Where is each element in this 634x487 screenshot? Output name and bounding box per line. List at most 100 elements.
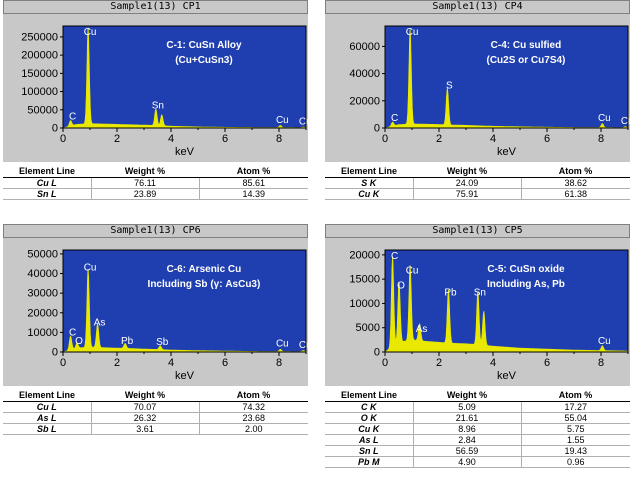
plot-frame [62, 249, 307, 353]
y-tick-label: 0 [374, 347, 380, 359]
x-tick-label: 4 [490, 133, 496, 145]
weight-cell: 56.59 [412, 445, 521, 457]
element-cell: As L [3, 412, 91, 424]
table-row: Cu L 70.07 74.32 [3, 401, 308, 413]
table-row: Sb L 3.61 2.00 [3, 423, 308, 435]
annotation-line: Including Sb (γ: AsCu3) [148, 279, 261, 290]
weight-cell: 75.91 [412, 188, 521, 200]
x-tick-label: 4 [168, 133, 174, 145]
y-tick-label: 20000 [349, 249, 380, 261]
element-cell: Sn L [3, 188, 91, 200]
x-tick-label: 6 [544, 357, 550, 369]
atom-cell: 85.61 [198, 177, 308, 189]
peak-label: Sb [156, 337, 169, 348]
table-row: Cu K 75.91 61.38 [325, 188, 630, 200]
plot-frame [62, 25, 307, 129]
y-tick-label: 20000 [349, 95, 380, 107]
atom-cell: 0.96 [520, 456, 630, 468]
col-header-weight: Weight % [91, 388, 199, 402]
spectrum-svg: 0 50000 100000 150000 200000 250000 0 2 4 6 8 keV C C… [21, 25, 308, 158]
y-tick-label: 100000 [21, 86, 58, 98]
atom-cell: 23.68 [198, 412, 308, 424]
col-header-element: Element Line [325, 164, 413, 178]
x-tick-label: 0 [382, 133, 388, 145]
x-axis-label: keV [175, 370, 195, 382]
atom-cell: 19.43 [520, 445, 630, 457]
peak-label: Cu [299, 116, 308, 127]
x-axis-label: keV [175, 146, 195, 158]
element-cell: Sn L [325, 445, 413, 457]
panel-title: Sample1(13) CP6 [3, 224, 308, 238]
element-table: Element Line Weight % Atom % Cu L 70.07 … [3, 388, 308, 435]
x-tick-label: 2 [436, 133, 442, 145]
x-tick-label: 0 [60, 133, 66, 145]
peak-label: S [446, 80, 453, 91]
atom-cell: 61.38 [520, 188, 630, 200]
peak-label: Cu [598, 113, 611, 124]
element-cell: Cu L [3, 401, 91, 413]
x-tick-label: 0 [60, 357, 66, 369]
y-tick-label: 15000 [349, 274, 380, 286]
peak-label: Cu [598, 336, 611, 347]
element-cell: C K [325, 401, 413, 413]
x-tick-label: 4 [168, 357, 174, 369]
annotation-line: C-1: CuSn Alloy [166, 40, 242, 51]
element-cell: Cu K [325, 188, 413, 200]
peak-label: Cu [406, 27, 419, 38]
annotation-line: Including As, Pb [487, 279, 565, 290]
x-axis-label: keV [497, 146, 517, 158]
spectrum-chart: 0 10000 20000 30000 40000 50000 0 2 4 6 8 keV C O Cu As… [3, 238, 308, 386]
table-row: S K 24.09 38.62 [325, 177, 630, 189]
peak-label: Cu [276, 115, 289, 126]
peak-label: O [75, 336, 83, 347]
x-tick-label: 6 [544, 133, 550, 145]
x-tick-label: 0 [382, 357, 388, 369]
element-cell: O K [325, 412, 413, 424]
atom-cell: 2.00 [198, 423, 308, 435]
y-tick-label: 40000 [27, 268, 58, 280]
atom-cell: 17.27 [520, 401, 630, 413]
atom-cell: 55.04 [520, 412, 630, 424]
y-tick-label: 0 [52, 347, 58, 359]
panel-title: Sample1(13) CP5 [325, 224, 630, 238]
x-tick-label: 6 [222, 357, 228, 369]
peak-label: As [94, 317, 106, 328]
col-header-weight: Weight % [413, 388, 521, 402]
y-tick-label: 250000 [21, 31, 58, 43]
peak-label: C [69, 112, 76, 123]
plot-area [385, 250, 628, 352]
col-header-atom: Atom % [521, 164, 630, 178]
table-row: Sn L 56.59 19.43 [325, 445, 630, 457]
atom-cell: 74.32 [198, 401, 308, 413]
y-tick-label: 50000 [27, 248, 58, 260]
spectrum-chart: 0 20000 40000 60000 0 2 4 6 8 keV C Cu S Cu Cu C-4: Cu … [325, 14, 630, 162]
element-table: Element Line Weight % Atom % S K 24.09 3… [325, 164, 630, 200]
col-header-element: Element Line [3, 388, 91, 402]
table-row: Pb M 4.90 0.96 [325, 456, 630, 468]
y-tick-label: 30000 [27, 288, 58, 300]
peak-label: O [397, 280, 405, 291]
peak-label: C [69, 327, 76, 338]
table-row: C K 5.09 17.27 [325, 401, 630, 413]
element-cell: Cu L [3, 177, 91, 189]
peak-label: C [391, 251, 398, 262]
y-tick-label: 0 [374, 123, 380, 135]
peak-label: Pb [444, 288, 457, 299]
weight-cell: 70.07 [90, 401, 199, 413]
element-table: Element Line Weight % Atom % C K 5.09 17… [325, 388, 630, 468]
table-row: O K 21.61 55.04 [325, 412, 630, 424]
col-header-weight: Weight % [413, 164, 521, 178]
panel-title: Sample1(13) CP4 [325, 0, 630, 14]
y-tick-label: 0 [52, 123, 58, 135]
x-axis-label: keV [497, 370, 517, 382]
panel-title: Sample1(13) CP1 [3, 0, 308, 14]
x-tick-label: 4 [490, 357, 496, 369]
spectrum-svg: 0 10000 20000 30000 40000 50000 0 2 4 6 8 keV CO Cu As… [27, 248, 308, 382]
peak-label: Cu [84, 27, 97, 38]
annotation-line: (Cu2S or Cu7S4) [486, 55, 565, 66]
plot-frame [384, 25, 629, 129]
table-row: As L 2.84 1.55 [325, 434, 630, 446]
y-tick-label: 20000 [27, 307, 58, 319]
peak-label: Sn [152, 101, 164, 112]
atom-cell: 38.62 [520, 177, 630, 189]
